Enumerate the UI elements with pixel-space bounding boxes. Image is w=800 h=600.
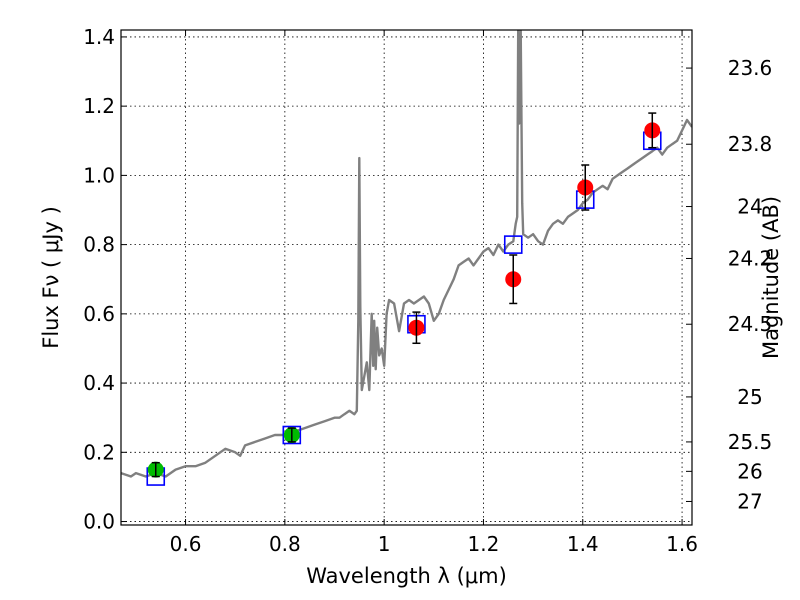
markers-layer (146, 112, 662, 486)
y-tick-label: 0.8 (83, 233, 115, 257)
y-tick-label: 1.2 (83, 94, 115, 118)
plot-frame (120, 29, 693, 526)
x-tick-label: 1.4 (567, 532, 599, 556)
right-tick-label: 26 (737, 459, 762, 483)
right-tick-label: 24 (737, 195, 762, 219)
right-axis-label: Magnitude (AB) (759, 196, 783, 359)
y-axis-label: Flux Fν ( μJy ) (39, 206, 63, 349)
x-tick-label: 1 (378, 532, 391, 556)
model-photometry-square (282, 425, 302, 445)
right-tick-label: 25 (737, 385, 762, 409)
grid-lines (121, 30, 692, 525)
y-tick-label: 0.6 (83, 302, 115, 326)
x-tick-label: 0.6 (170, 532, 202, 556)
y-tick-label: 0.4 (83, 371, 115, 395)
x-tick-label: 1.6 (666, 532, 698, 556)
x-axis-label: Wavelength λ (μm) (306, 564, 507, 588)
right-tick-label: 23.8 (728, 132, 773, 156)
right-tick-label: 27 (737, 489, 762, 513)
y-tick-label: 1.4 (83, 25, 115, 49)
right-tick-label: 23.6 (728, 56, 773, 80)
y-tick-label: 0.0 (83, 510, 115, 534)
right-tick-label: 25.5 (728, 430, 773, 454)
x-tick-label: 0.8 (269, 532, 301, 556)
right-tick-label: 24.5 (728, 312, 773, 336)
axis-ticks: 0.6 0.8 1 1.2 1.4 1.6 0.0 0.2 0.4 0.6 0.8 1.0 1.2 1.4… (83, 25, 772, 556)
model-photometry-square (503, 235, 523, 254)
x-tick-label: 1.2 (468, 532, 500, 556)
y-tick-label: 0.2 (83, 440, 115, 464)
y-tick-label: 1.0 (83, 163, 115, 187)
right-tick-label: 24.2 (728, 246, 773, 270)
